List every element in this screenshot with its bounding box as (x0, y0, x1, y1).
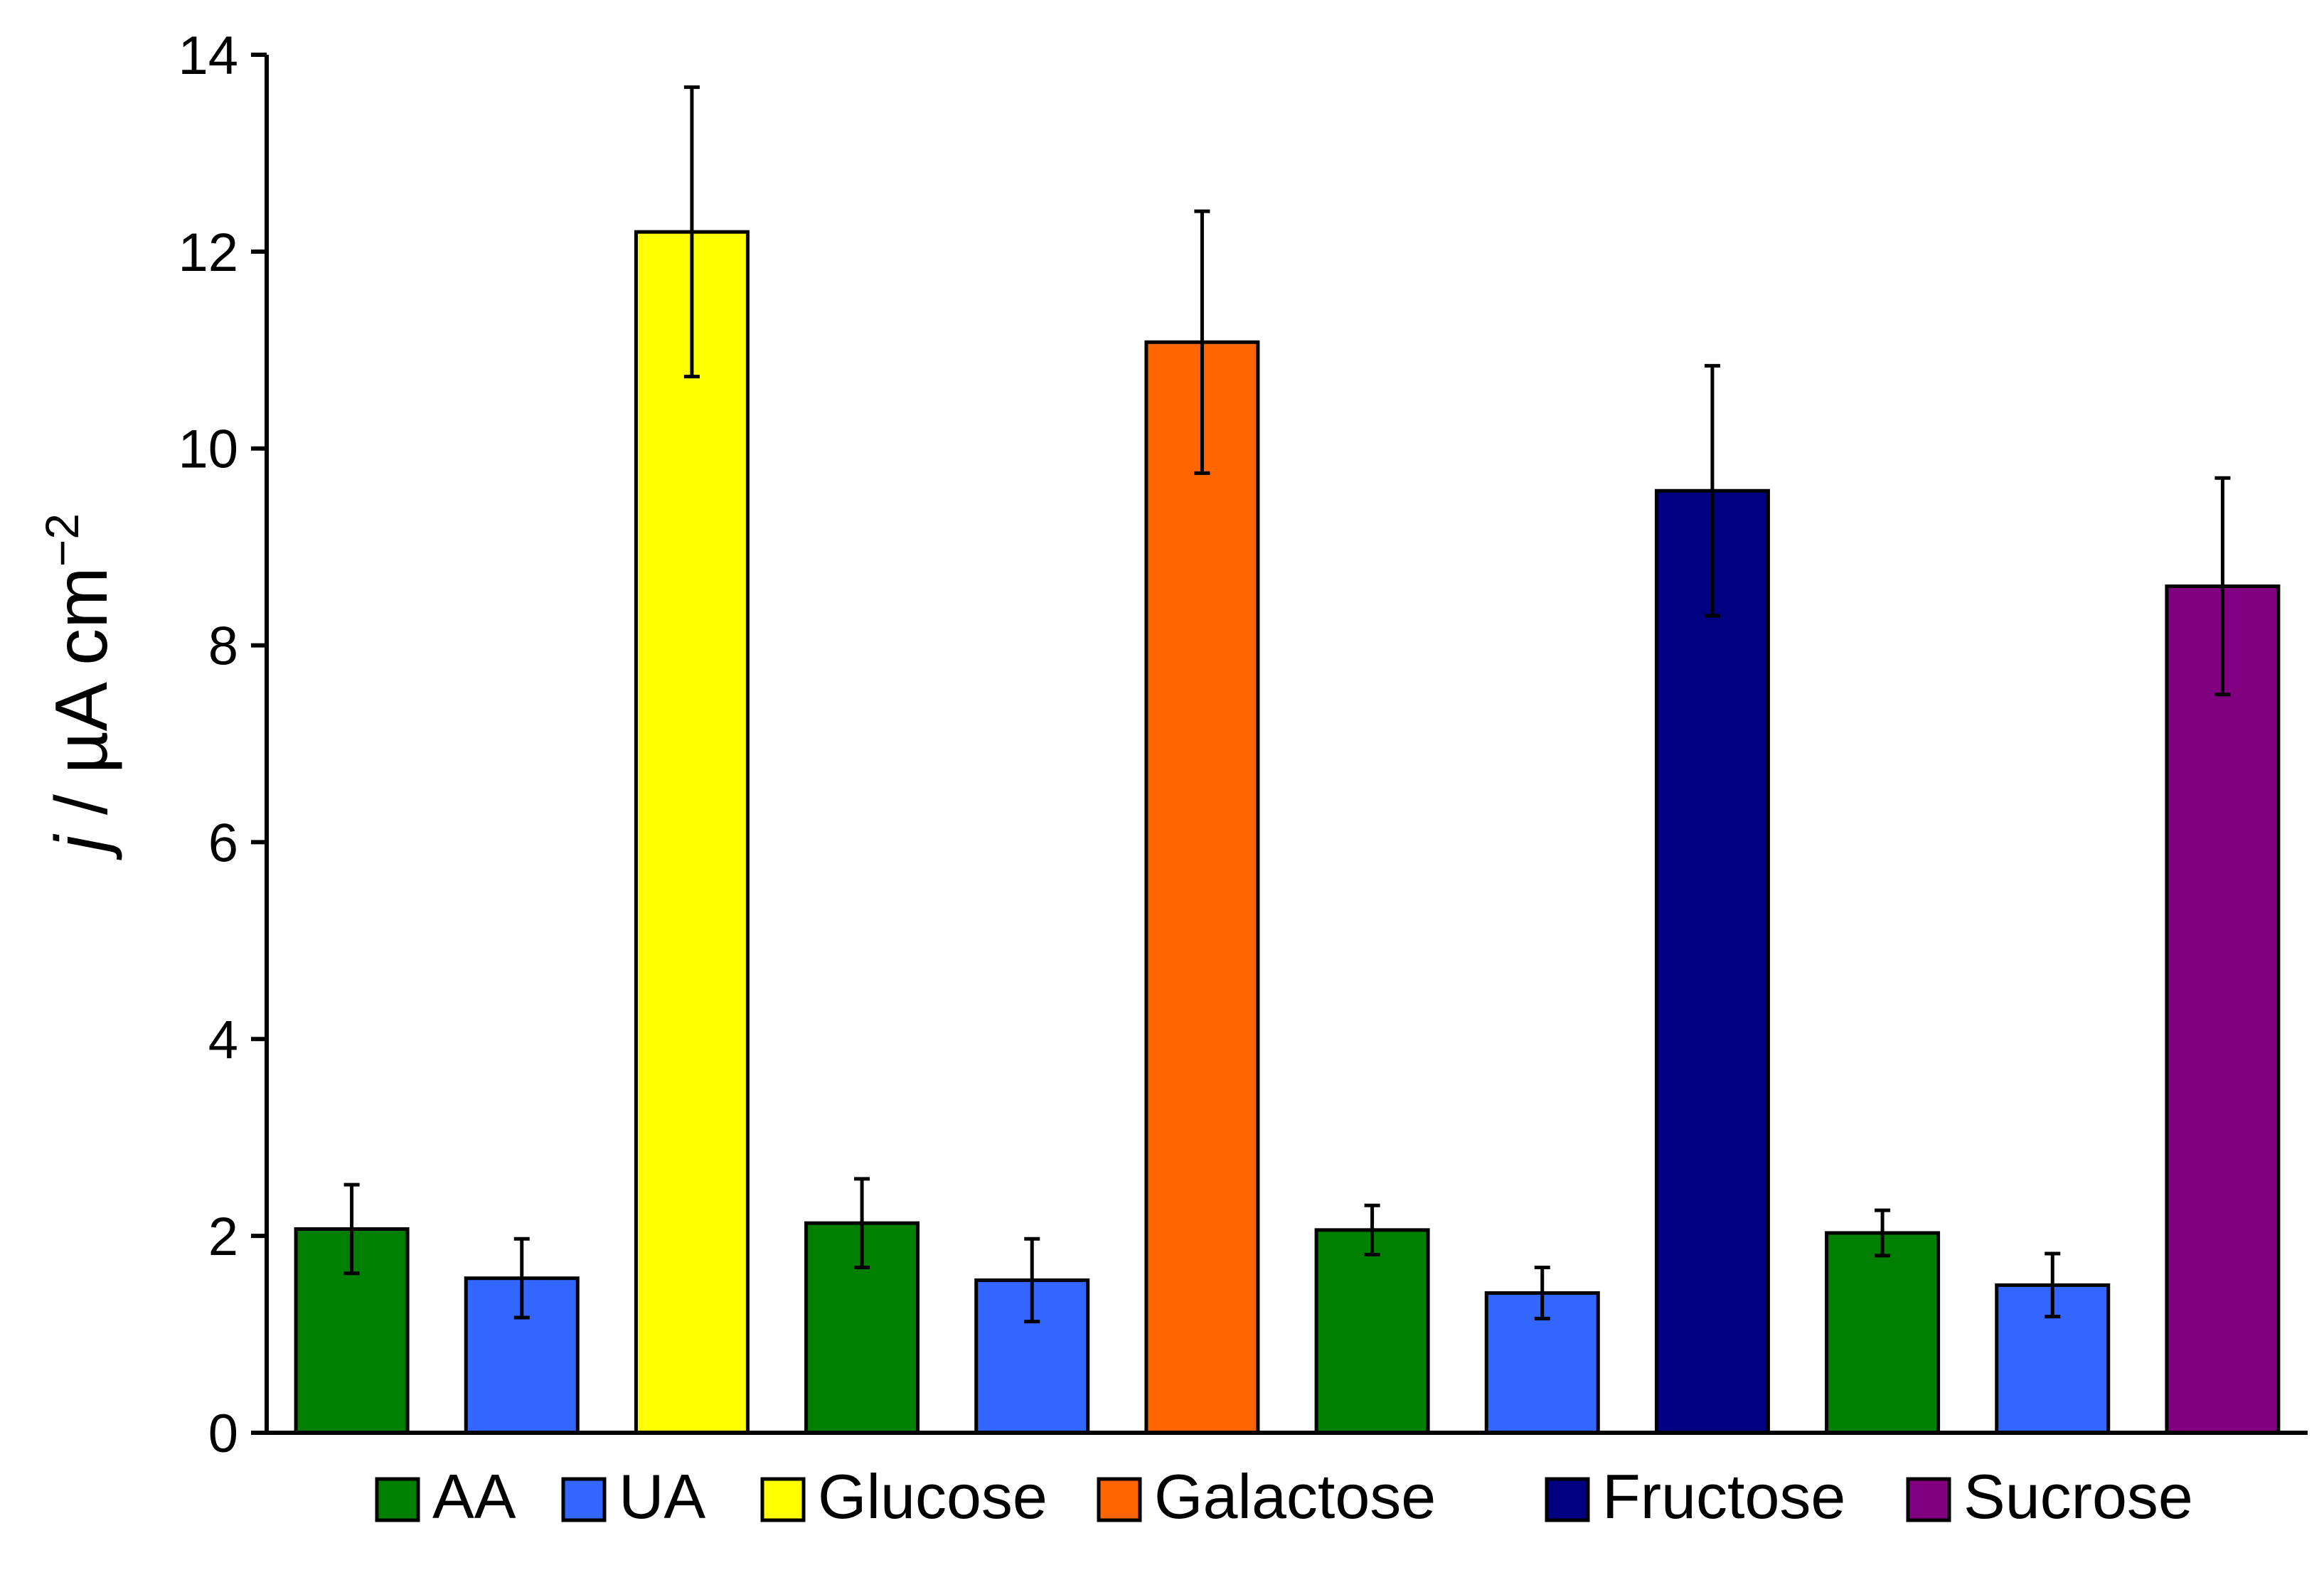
y-tick-label-10: 10 (178, 420, 238, 480)
bar-11-sucrose (2165, 584, 2281, 1435)
legend-item-fructose: Fructose (1545, 1461, 1845, 1532)
bar-8-fructose (1654, 488, 1770, 1435)
y-tick-label-2: 2 (208, 1207, 238, 1267)
legend-label-glucose: Glucose (818, 1461, 1048, 1532)
legend-label-ua: UA (619, 1461, 706, 1532)
error-bar-0 (343, 1182, 360, 1276)
legend-label-sucrose: Sucrose (1963, 1461, 2193, 1532)
y-axis-label: j / µA cm−2 (36, 513, 123, 860)
legend-item-sucrose: Sucrose (1906, 1461, 2193, 1532)
legend-label-fructose: Fructose (1602, 1461, 1845, 1532)
legend-swatch-glucose (760, 1477, 806, 1522)
bar-6-aa (1314, 1228, 1430, 1435)
error-bar-9 (1875, 1208, 1891, 1258)
y-tick-label-14: 14 (178, 26, 238, 86)
bar-2-glucose (634, 230, 750, 1435)
legend-swatch-fructose (1545, 1477, 1590, 1522)
legend-swatch-sucrose (1906, 1477, 1951, 1522)
bar-4-ua (974, 1278, 1090, 1435)
error-bar-4 (1024, 1237, 1040, 1324)
y-tick-label-8: 8 (208, 616, 238, 677)
error-bars-layer (343, 85, 2231, 1324)
legend-item-ua: UA (561, 1461, 706, 1532)
y-tick-label-6: 6 (208, 813, 238, 873)
bar-9-aa (1825, 1231, 1941, 1435)
legend-label-galactose: Galactose (1154, 1461, 1436, 1532)
error-bar-5 (1194, 209, 1210, 475)
axes-layer (265, 55, 2308, 1435)
y-axis-label-text: / µA cm (41, 567, 123, 835)
y-axis-label-superscript: −2 (36, 513, 88, 567)
legend: AA UA Glucose Galactose Fructose Sucrose (375, 1461, 2193, 1532)
error-bar-11 (2214, 476, 2231, 697)
legend-label-aa: AA (432, 1461, 516, 1532)
y-ticks-layer: 0 2 4 6 8 10 12 14 (178, 26, 267, 1464)
legend-swatch-ua (561, 1477, 607, 1522)
legend-item-glucose: Glucose (760, 1461, 1048, 1532)
legend-swatch-aa (375, 1477, 420, 1522)
y-axis-label-italic: j (41, 833, 123, 860)
y-tick-label-4: 4 (208, 1010, 238, 1070)
error-bar-3 (854, 1177, 870, 1269)
error-bar-2 (683, 85, 700, 379)
y-tick-label-12: 12 (178, 223, 238, 283)
bars-layer (294, 230, 2281, 1435)
bar-5-galactose (1144, 340, 1260, 1435)
error-bar-10 (2045, 1251, 2061, 1319)
error-bar-7 (1534, 1265, 1550, 1320)
legend-item-galactose: Galactose (1097, 1461, 1436, 1532)
legend-item-aa: AA (375, 1461, 516, 1532)
legend-swatch-galactose (1097, 1477, 1142, 1522)
error-bar-8 (1704, 363, 1720, 618)
error-bar-6 (1364, 1203, 1380, 1256)
error-bar-1 (513, 1237, 530, 1320)
y-tick-label-0: 0 (208, 1404, 238, 1464)
